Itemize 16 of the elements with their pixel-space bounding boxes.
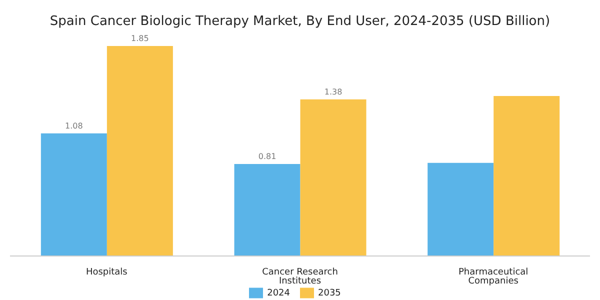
bar (428, 162, 494, 256)
bar (300, 99, 366, 256)
bar (106, 46, 173, 256)
bar (234, 164, 300, 256)
legend-label: 2035 (318, 288, 341, 298)
legend-label: 2024 (267, 288, 290, 298)
bar (494, 96, 560, 256)
data-label: 1.85 (131, 34, 149, 43)
bar (40, 133, 107, 256)
x-tick-label: Cancer Research Institutes (262, 267, 338, 286)
chart-title: Spain Cancer Biologic Therapy Market, By End User, 2024-2035 (USD Billion) (48, 13, 552, 31)
data-label: 0.81 (258, 152, 276, 162)
x-tick-label: Pharmaceutical Companies (458, 267, 528, 286)
x-tick-label: Hospitals (86, 267, 128, 278)
data-label: 1.38 (324, 87, 342, 96)
data-label: 1.08 (65, 121, 83, 130)
